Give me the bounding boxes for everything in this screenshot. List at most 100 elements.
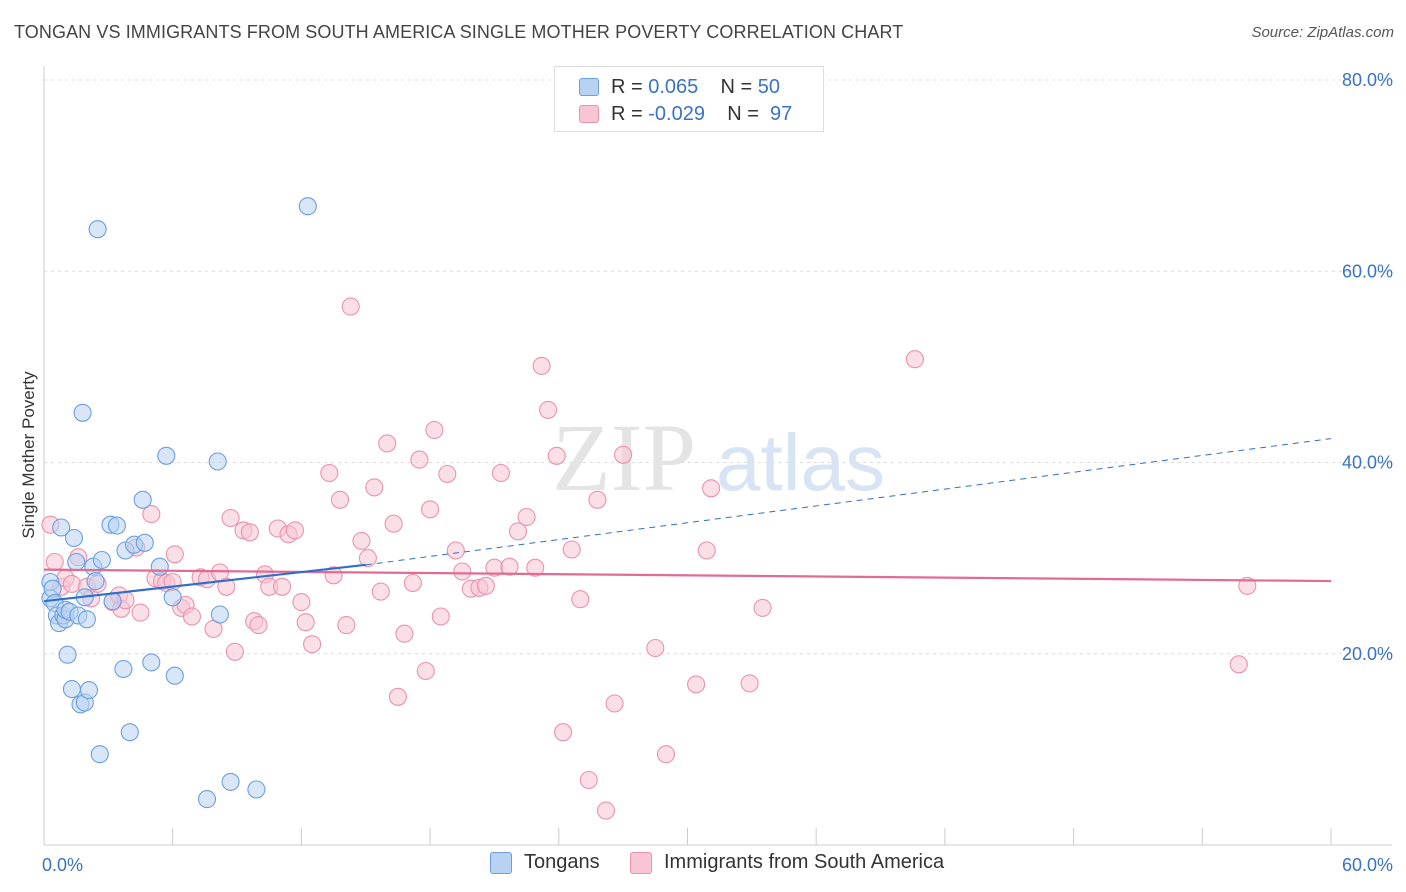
tongan-point [165,666,184,685]
immigrant-point [225,642,244,661]
legend-item-tongans[interactable]: Tongans [490,851,600,874]
legend-label-immigrants: Immigrants from South America [664,851,945,873]
tongan-point [79,681,99,700]
legend-label-tongans: Tongans [524,851,600,873]
y-tick-label: 40.0% [1342,453,1393,473]
tongan-point [210,605,229,624]
watermark-atlas: atlas [716,418,885,507]
tongans-trend-extension [365,438,1332,566]
immigrant-point [446,541,465,560]
immigrant-point [562,540,581,559]
immigrant-point [905,350,924,369]
tongan-point [197,790,217,809]
y-axis-label: Single Mother Poverty [19,371,38,539]
immigrant-point [421,500,440,519]
immigrant-point [646,638,665,658]
immigrant-point [588,490,607,509]
immigrant-point [605,694,624,713]
immigrant-point [330,490,350,509]
n-value: 97 [770,102,793,125]
x-tick-label: 60.0% [1342,855,1393,875]
immigrant-point [500,557,519,576]
immigrant-point [142,505,161,524]
immigrant-point [416,661,435,681]
immigrant-point [337,616,356,635]
r-label: R = [611,75,643,98]
tongan-point [103,592,122,611]
y-tick-label: 80.0% [1342,70,1393,90]
immigrant-point [740,674,759,693]
tongan-point [135,533,154,552]
immigrant-point [165,545,184,564]
r-value: 0.065 [642,75,699,98]
tongan-point [77,610,96,629]
immigrants-legend-swatch [630,851,652,874]
immigrant-point [579,770,598,790]
tongan-point [221,772,240,791]
immigrant-point [431,607,450,626]
immigrant-point [532,356,551,375]
trend-lines [43,438,1332,603]
immigrant-point [378,434,397,453]
legend-row-tongans: R = 0.065 N = 50 [579,73,780,101]
n-value: 50 [757,75,781,98]
immigrant-point [539,400,558,419]
immigrant-point [240,523,259,542]
tongan-point [133,490,152,509]
immigrants-swatch [579,105,599,123]
immigrant-point [388,687,407,706]
tongan-point [67,552,86,572]
immigrant-point [1229,655,1248,674]
tongan-point [64,528,84,548]
immigrant-point [273,577,292,596]
immigrant-point [249,616,268,635]
tongans-trend-line [43,563,366,603]
immigrant-point [425,420,444,440]
immigrant-point [491,463,510,483]
r-value: -0.029 [648,102,705,125]
immigrant-point [697,541,716,560]
x-tick-label: 0.0% [42,855,83,875]
immigrant-point [476,576,495,595]
tongan-point [92,550,111,570]
tongan-point [88,220,107,239]
legend-item-immigrants[interactable]: Immigrants from South America [630,851,944,874]
r-label: R = [611,102,643,125]
tongan-point [157,446,176,465]
immigrant-point [365,478,384,497]
immigrant-point [517,507,536,527]
immigrant-point [320,463,339,483]
immigrant-point [438,464,457,484]
immigrant-point [217,577,236,596]
immigrant-point [62,574,81,593]
tongan-point [107,516,126,535]
immigrant-point [596,801,616,820]
immigrant-point [182,607,202,626]
immigrant-point [453,562,472,581]
tongan-point [90,745,109,764]
immigrant-point [303,635,322,654]
data-points [41,197,1257,820]
tongan-point [58,645,77,664]
n-label: N = [727,102,759,125]
tongans-legend-swatch [490,851,512,874]
immigrant-point [547,446,566,465]
immigrant-point [352,531,371,550]
immigrant-point [526,558,545,577]
immigrant-point [687,675,706,694]
y-tick-labels: 20.0% 40.0% 60.0% 80.0% [1342,70,1393,664]
immigrant-point [1238,576,1257,595]
correlation-legend: R = 0.065 N = 50 R = -0.029 N = 97 [554,66,824,132]
immigrant-point [395,624,414,643]
chart-title: TONGAN VS IMMIGRANTS FROM SOUTH AMERICA … [14,22,904,42]
immigrant-point [614,445,633,464]
tongan-point [114,659,133,679]
tongan-point [150,557,169,576]
tongan-point [208,452,227,471]
chart-source: Source: ZipAtlas.com [1251,24,1394,41]
immigrant-point [45,552,64,572]
tongan-point [298,197,317,216]
immigrant-point [285,521,305,540]
immigrant-point [410,450,429,469]
immigrant-point [384,514,403,533]
